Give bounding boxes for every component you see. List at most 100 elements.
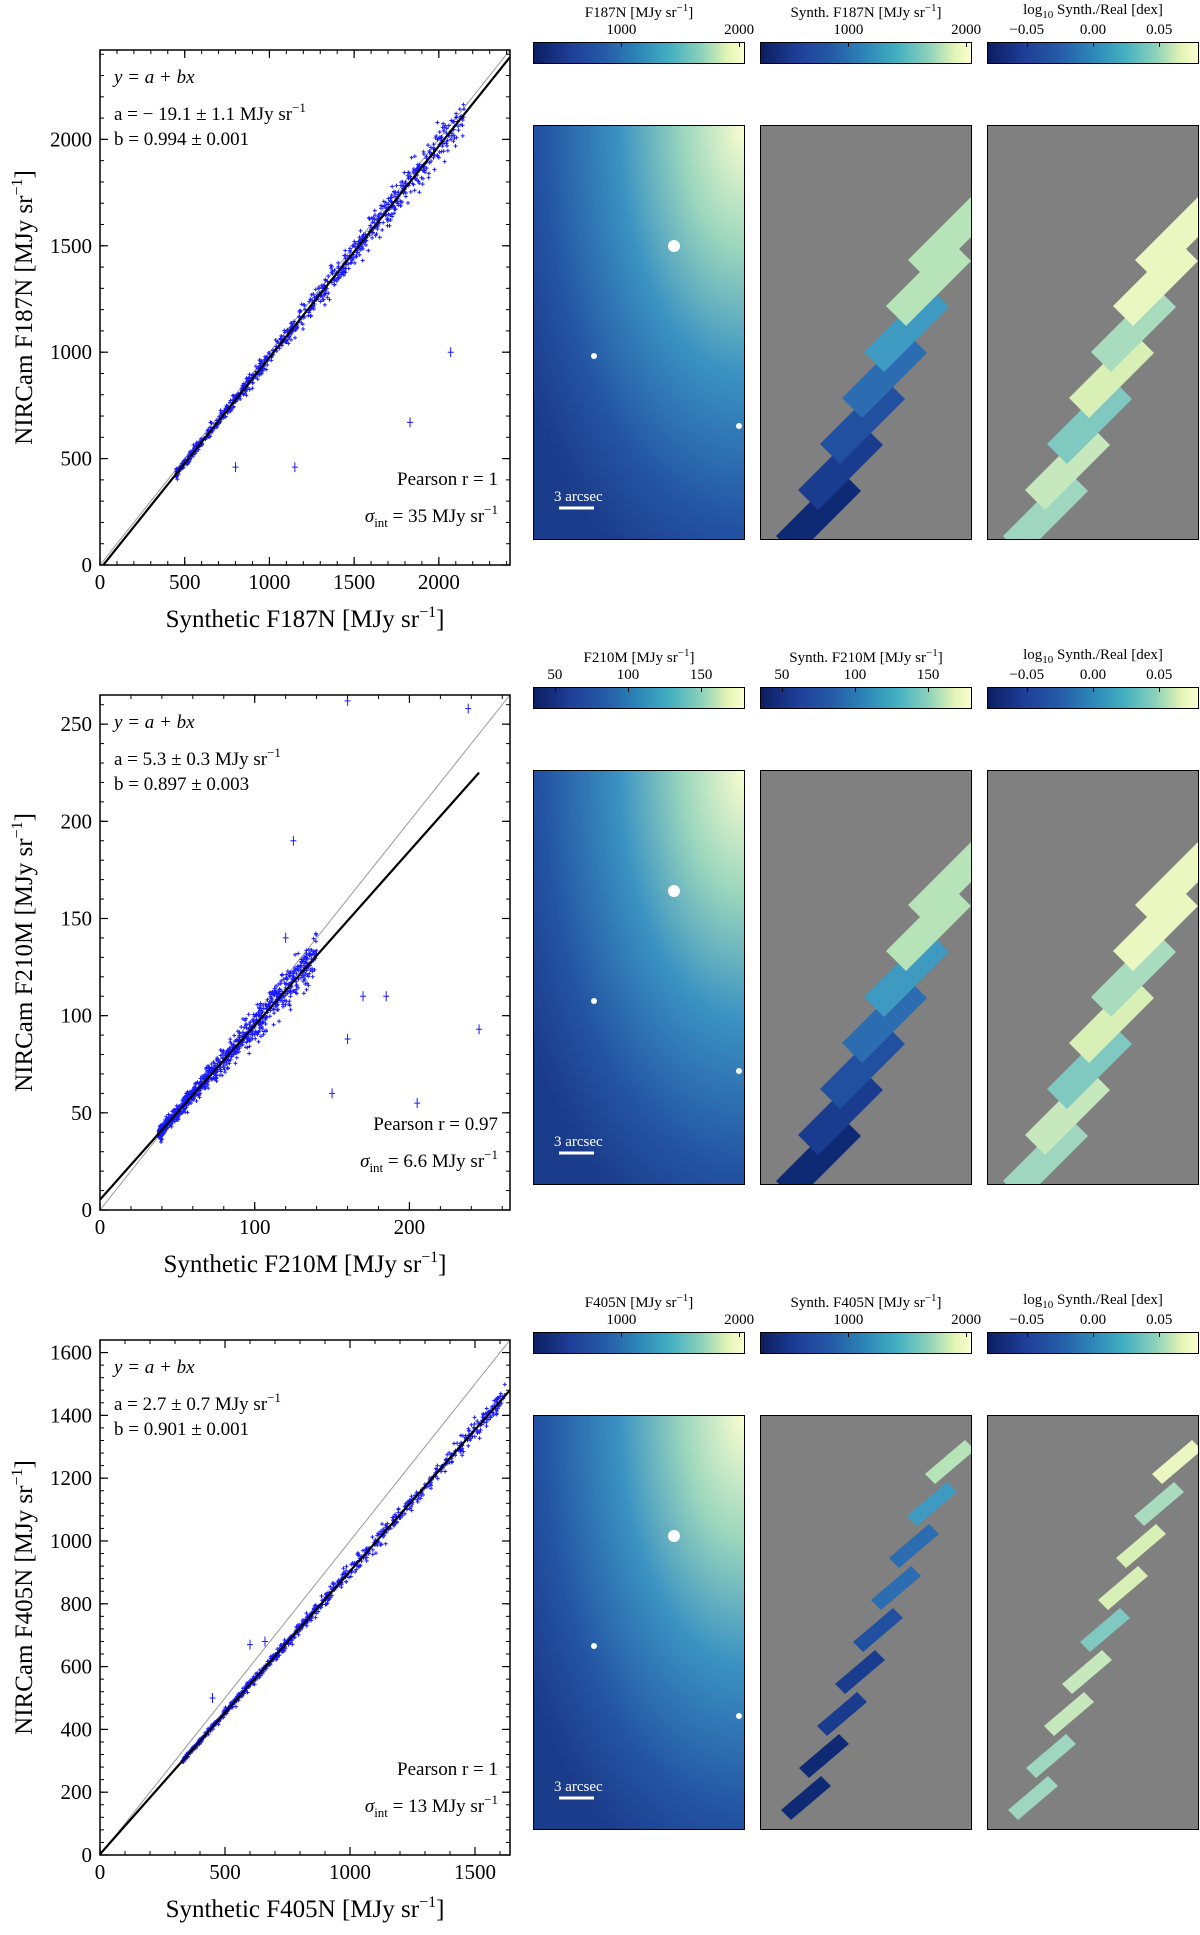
data-point: [349, 260, 354, 265]
data-point: [251, 1681, 256, 1686]
data-point: [456, 124, 461, 129]
data-point: [260, 1009, 265, 1014]
data-point: [304, 955, 309, 960]
data-point: [331, 1582, 336, 1587]
data-point: [393, 207, 398, 212]
data-point: [286, 341, 291, 346]
data-point: [258, 1003, 263, 1008]
data-point: [485, 1417, 490, 1422]
data-point: [396, 190, 401, 195]
data-point: [244, 1681, 249, 1686]
stripe-tile: [1098, 1566, 1148, 1610]
colorbar-tick: [848, 42, 850, 47]
fit-equation: y = a + bx: [112, 1357, 195, 1378]
data-point: [447, 1450, 452, 1455]
data-point: [334, 279, 339, 284]
data-point: [323, 1602, 328, 1607]
stripe-tile: [1080, 1608, 1130, 1652]
figure-row-f187n: 0 500 1000 1500 2000 0 500 1000 1500 2000 Syntheti…: [0, 0, 1200, 645]
colorbar-tick: [848, 1332, 850, 1337]
data-point: [415, 1499, 420, 1504]
data-point: [396, 1507, 401, 1512]
data-point: [342, 269, 347, 274]
data-point: [285, 977, 290, 982]
data-point: [444, 130, 449, 135]
data-point: [460, 133, 465, 138]
data-point: [460, 1433, 465, 1438]
data-point: [343, 256, 348, 261]
data-point: [495, 1406, 500, 1411]
data-point: [357, 235, 362, 240]
mosaic-tile: [1047, 379, 1132, 464]
data-point: [375, 1533, 380, 1538]
data-point: [270, 989, 275, 994]
star: [668, 1530, 680, 1542]
data-point: [301, 959, 306, 964]
data-point: [348, 249, 353, 254]
data-point: [411, 170, 416, 175]
fit-line: [100, 1389, 510, 1855]
data-point: [292, 319, 297, 324]
colorbar: [760, 42, 972, 64]
colorbar-tick: [966, 42, 968, 47]
data-point: [273, 1004, 278, 1009]
data-point: [381, 1527, 386, 1532]
colorbar-tick-label: 0.05: [1146, 22, 1173, 38]
data-point: [303, 307, 308, 312]
data-point: [420, 1492, 425, 1497]
data-point: [279, 337, 284, 342]
colorbar-tick: [1026, 1332, 1028, 1337]
data-point: [285, 991, 290, 996]
real-image-panel: 3 arcsec: [533, 125, 745, 540]
data-point: [403, 181, 408, 186]
data-point: [293, 990, 298, 995]
data-point: [409, 1508, 414, 1513]
stripe-tile: [889, 1524, 939, 1568]
data-point: [300, 1619, 305, 1624]
data-point: [280, 995, 285, 1000]
stripe-tile: [853, 1608, 903, 1652]
x-tick-label: 1500: [454, 1860, 496, 1884]
data-point: [234, 1049, 239, 1054]
data-point: [402, 170, 407, 175]
data-point: [322, 293, 327, 298]
data-point: [472, 1425, 477, 1430]
stripe-tile: [835, 1650, 885, 1694]
data-point: [408, 189, 413, 194]
data-point: [302, 977, 307, 982]
data-point: [247, 372, 252, 377]
data-point: [227, 1061, 232, 1066]
data-point: [348, 1574, 353, 1579]
stripe-tile: [817, 1692, 867, 1736]
data-point: [440, 125, 445, 130]
data-point: [222, 414, 227, 419]
stripe-tile: [799, 1734, 849, 1778]
colorbar-tick-label: 1000: [833, 22, 864, 38]
data-point: [364, 1558, 369, 1563]
data-point: [259, 1006, 264, 1011]
data-point: [411, 182, 416, 187]
data-point: [377, 235, 382, 240]
data-point: [352, 239, 357, 244]
data-point: [451, 133, 456, 138]
data-point: [472, 1422, 477, 1427]
data-point: [399, 180, 404, 185]
colorbar-tick-label: 0.00: [1079, 22, 1107, 38]
data-point: [418, 1496, 423, 1501]
sigma-int: σint = 13 MJy sr−1: [365, 1792, 498, 1820]
colorbar-label: Synth. F210M [MJy sr−1]: [789, 647, 943, 666]
colorbar-tick-label: 150: [916, 667, 940, 683]
data-point: [284, 972, 289, 977]
mosaic-tile: [820, 1024, 905, 1109]
data-point: [255, 366, 260, 371]
data-point: [306, 983, 311, 988]
y-axis-label: NIRCam F210M [MJy sr−1]: [9, 813, 38, 1092]
mosaic-tile: [886, 886, 971, 971]
y-axis-label: NIRCam F405N [MJy sr−1]: [9, 1460, 38, 1735]
outlier-point: [232, 462, 239, 473]
x-tick-label: 0: [95, 1860, 106, 1884]
data-point: [313, 939, 318, 944]
colorbar-label: F405N [MJy sr−1]: [584, 1292, 694, 1311]
data-point: [392, 1523, 397, 1528]
data-point: [175, 477, 180, 482]
